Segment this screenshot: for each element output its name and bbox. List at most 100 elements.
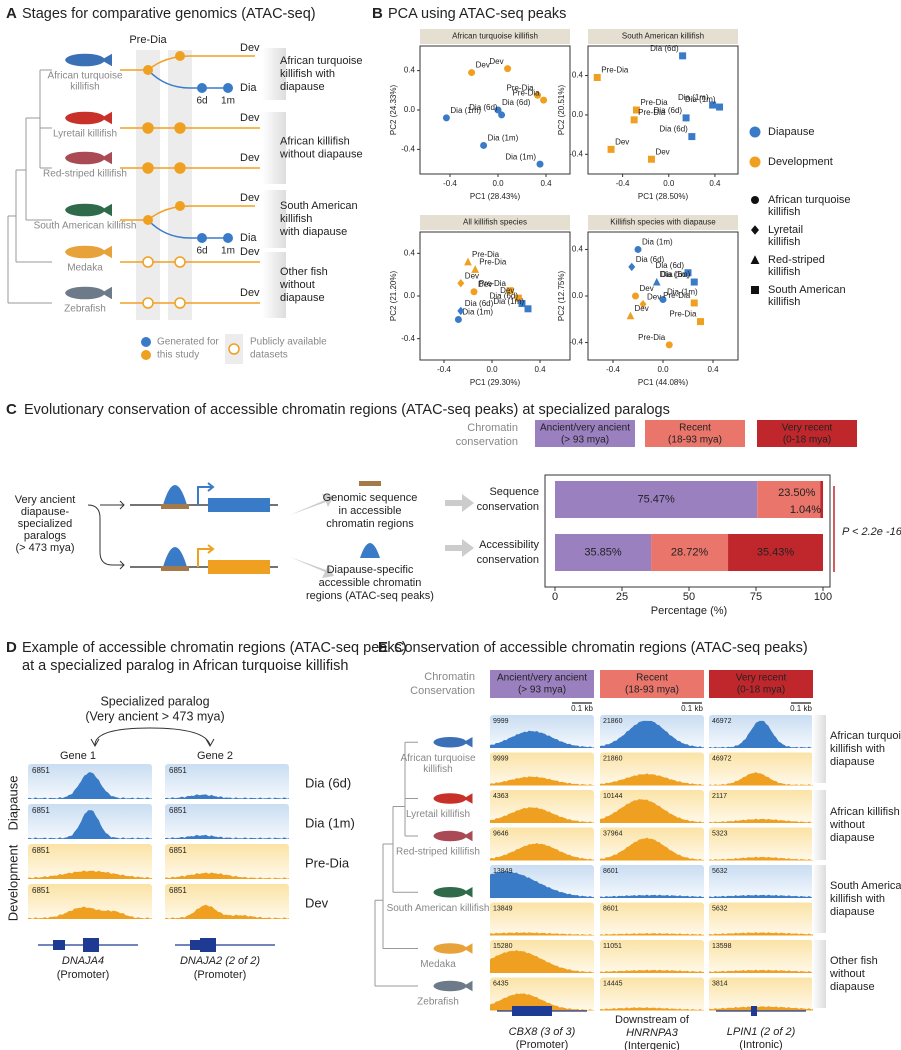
label: A bbox=[6, 5, 17, 22]
point-label: Dia (6d) bbox=[650, 44, 679, 53]
legend-box bbox=[709, 670, 813, 698]
point-label: Pre-Dia bbox=[506, 83, 534, 92]
track-max: 6851 bbox=[169, 766, 187, 775]
point-label: Dia (6d) bbox=[465, 299, 494, 308]
chart-title: South American killifish bbox=[622, 32, 704, 41]
chart-title-bar bbox=[588, 215, 738, 230]
track-bg bbox=[490, 902, 594, 936]
x-tick-label: 0.0 bbox=[492, 179, 504, 188]
track-max: 2117 bbox=[712, 793, 727, 800]
species-label: South American killifish bbox=[34, 221, 137, 232]
coverage-track bbox=[709, 720, 813, 748]
point-label: Pre-Dia bbox=[663, 291, 691, 300]
chart-title: Killifish species with diapause bbox=[610, 218, 716, 227]
legend-box bbox=[535, 420, 635, 447]
legend-label: (0-18 mya) bbox=[783, 435, 831, 446]
marker bbox=[457, 279, 465, 288]
marker bbox=[480, 141, 488, 149]
group-label: diapause bbox=[830, 756, 875, 768]
gene-name: DNAJA4 bbox=[62, 955, 104, 967]
chart-title: African turquoise killifish bbox=[452, 32, 538, 41]
track-max: 46972 bbox=[712, 718, 732, 725]
group-label: diapause bbox=[830, 906, 875, 918]
marker bbox=[682, 114, 690, 122]
coverage-track bbox=[490, 776, 594, 786]
chart-title-bar bbox=[588, 29, 738, 44]
legend-label: killifish bbox=[768, 266, 800, 278]
y-axis-label: PC2 (20.51%) bbox=[557, 85, 566, 136]
track-max: 6851 bbox=[169, 846, 187, 855]
species-label: Zebrafish bbox=[64, 304, 106, 315]
species-label: Medaka bbox=[420, 959, 456, 970]
point-label: Dev bbox=[465, 271, 479, 280]
marker bbox=[716, 103, 724, 111]
exon bbox=[208, 498, 270, 512]
paralog-label: diapause- bbox=[21, 506, 70, 518]
legend-dot bbox=[228, 343, 240, 355]
marker bbox=[534, 91, 542, 99]
coverage-track bbox=[490, 871, 594, 898]
legend-label: datasets bbox=[250, 350, 288, 361]
legend-title: Chromatin bbox=[467, 422, 518, 434]
group-label: killifish with bbox=[830, 743, 885, 755]
group-band bbox=[262, 48, 286, 100]
bracket-arrow bbox=[90, 727, 215, 748]
legend-label: Publicly available bbox=[250, 337, 327, 348]
label: Dia bbox=[240, 82, 257, 94]
peak-icon bbox=[163, 485, 187, 505]
point-label: Pre-Dia bbox=[638, 333, 666, 342]
point-label: Dia (1m) bbox=[505, 152, 536, 161]
legend-title: Conservation bbox=[410, 685, 475, 697]
label: Dia bbox=[240, 232, 257, 244]
value-label: 75.47% bbox=[637, 493, 675, 505]
marker bbox=[628, 262, 636, 272]
marker bbox=[454, 315, 462, 323]
marker bbox=[498, 111, 506, 119]
point-label: Dia (6d) bbox=[661, 270, 690, 279]
arrow bbox=[112, 500, 125, 570]
marker bbox=[665, 341, 673, 349]
gene-label: Gene 1 bbox=[60, 750, 96, 762]
marker bbox=[626, 311, 635, 320]
species-label: Red-striped killifish bbox=[396, 847, 480, 858]
track-bg bbox=[165, 844, 289, 879]
track-bg bbox=[709, 940, 813, 973]
y-tick-label: -0.4 bbox=[569, 149, 583, 158]
icon-label: regions (ATAC-seq peaks) bbox=[306, 590, 434, 602]
coverage-track bbox=[600, 969, 704, 973]
legend-label: Ancient/very ancient bbox=[540, 423, 630, 434]
exon bbox=[190, 940, 202, 950]
species-label: Zebrafish bbox=[417, 997, 459, 1008]
label: 1m bbox=[221, 246, 235, 257]
x-axis-label: PC1 (28.50%) bbox=[638, 192, 689, 201]
y-tick-label: -0.4 bbox=[401, 144, 415, 153]
fish-icon bbox=[433, 793, 467, 804]
fish-icon bbox=[463, 830, 473, 842]
legend-label: Red-striped bbox=[768, 254, 825, 266]
x-tick-label: -0.4 bbox=[443, 179, 457, 188]
marker bbox=[524, 305, 532, 313]
y-tick-label: -0.4 bbox=[401, 334, 415, 343]
label: Conservation of accessible chromatin reg… bbox=[394, 640, 808, 656]
exon bbox=[53, 940, 65, 950]
marker bbox=[690, 299, 698, 307]
coverage-track bbox=[709, 856, 813, 861]
track-max: 13598 bbox=[712, 943, 732, 950]
label: C bbox=[6, 401, 17, 418]
stage-band bbox=[136, 50, 160, 320]
marker bbox=[647, 155, 655, 163]
fish-icon bbox=[101, 286, 112, 300]
point-label: Dev bbox=[635, 304, 649, 313]
x-tick-label: 0 bbox=[552, 591, 558, 603]
point-label: Pre-Dia bbox=[472, 250, 500, 259]
marker bbox=[518, 299, 526, 307]
fish-icon bbox=[463, 793, 473, 804]
point-label: Pre-Dia bbox=[640, 98, 668, 107]
legend-title: Chromatin bbox=[424, 671, 475, 683]
marker bbox=[697, 318, 704, 326]
stage-dot bbox=[223, 83, 233, 93]
track-bg bbox=[600, 902, 704, 936]
region-label: (Intergenic) bbox=[624, 1040, 680, 1050]
x-tick-label: 0.0 bbox=[657, 365, 669, 374]
marker bbox=[471, 265, 480, 273]
